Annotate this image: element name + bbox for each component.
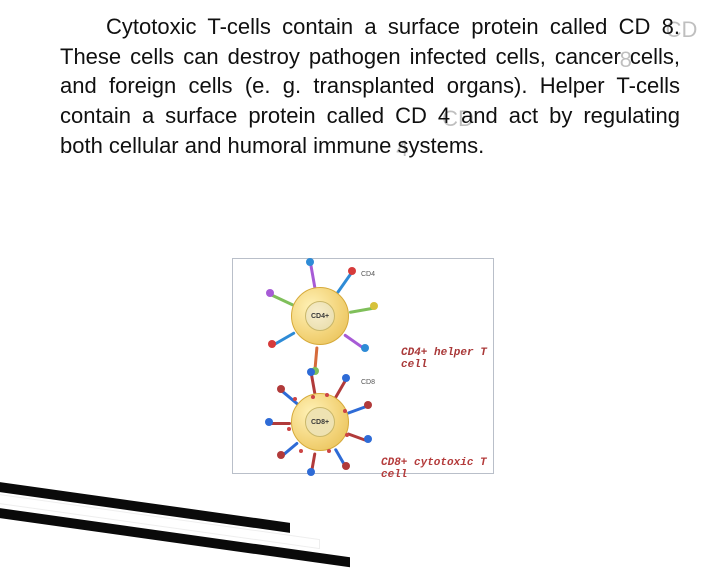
cd8-core-label: CD8+: [305, 407, 335, 437]
receptor-tip: [364, 401, 372, 409]
receptor-tip: [361, 344, 369, 352]
cd4-term: CD 4: [395, 103, 450, 128]
receptor-tip: [266, 289, 274, 297]
receptor-tip: [307, 368, 315, 376]
receptor-tip: [307, 468, 315, 476]
receptor-tip: [268, 340, 276, 348]
receptor-tip: [306, 258, 314, 266]
cd8-receptor-tag: CD8: [361, 379, 375, 386]
cd4-core-label: CD4+: [305, 301, 335, 331]
surface-dot: [343, 409, 347, 413]
receptor-tip: [370, 302, 378, 310]
cd8-term: CD 8: [619, 14, 674, 39]
receptor-tip: [277, 451, 285, 459]
receptor-tip: [348, 267, 356, 275]
receptor: [309, 263, 316, 289]
cd4-receptor-tag: CD4: [361, 271, 375, 278]
surface-dot: [299, 449, 303, 453]
surface-dot: [287, 427, 291, 431]
surface-dot: [327, 449, 331, 453]
surface-dot: [345, 433, 349, 437]
receptor: [310, 373, 317, 395]
text-part1: Cytotoxic T-cells contain a surface prot…: [106, 14, 619, 39]
surface-dot: [325, 393, 329, 397]
tcell-diagram: CD4+ CD4 CD4+ helper T cell CD8+ CD8 CD8…: [232, 258, 494, 474]
receptor-tip: [342, 374, 350, 382]
receptor-tip: [364, 435, 372, 443]
cd8-caption: CD8+ cytotoxic T cell: [381, 457, 493, 481]
receptor-tip: [342, 462, 350, 470]
receptor: [335, 272, 352, 295]
surface-dot: [293, 397, 297, 401]
main-paragraph: Cytotoxic T-cells contain a surface prot…: [60, 12, 680, 160]
surface-dot: [311, 395, 315, 399]
cd4-caption: CD4+ helper T cell: [401, 347, 493, 371]
receptor-tip: [265, 418, 273, 426]
